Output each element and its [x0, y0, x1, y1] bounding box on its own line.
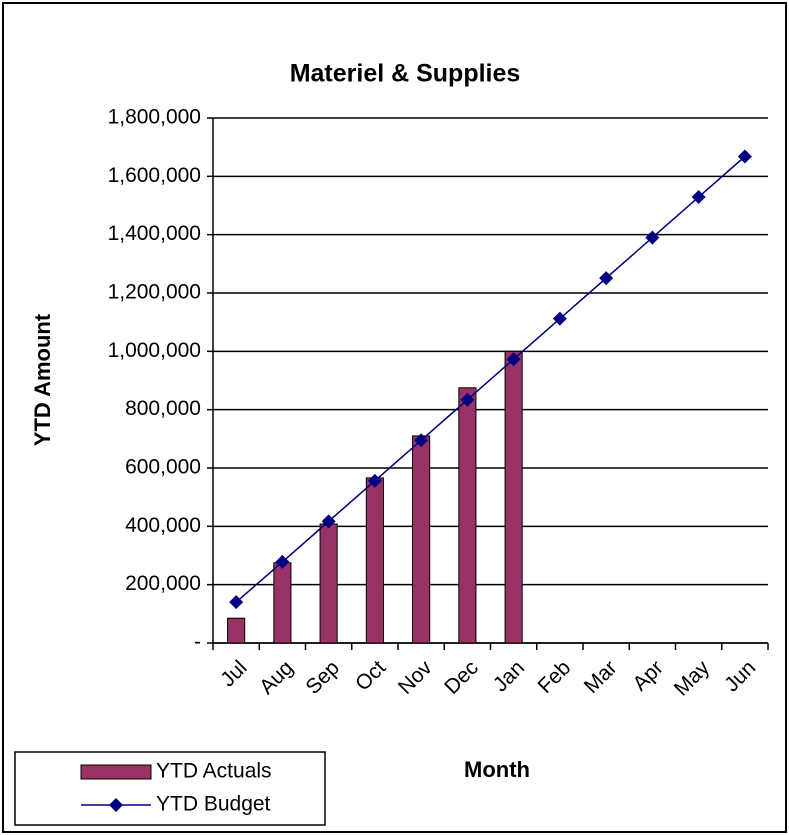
- marker: [321, 514, 336, 529]
- y-tick-label: 1,400,000: [108, 222, 201, 245]
- line: [235, 155, 746, 603]
- legend-marker: [109, 798, 123, 812]
- marker: [460, 392, 475, 407]
- y-tick-label: 600,000: [125, 456, 201, 479]
- marker: [506, 352, 521, 367]
- bar: [458, 387, 477, 644]
- marker: [414, 433, 429, 448]
- bar: [227, 617, 246, 644]
- bar: [365, 477, 384, 644]
- x-axis-title: Month: [464, 757, 530, 782]
- marker: [229, 595, 244, 610]
- y-axis-title: YTD Amount: [30, 313, 55, 446]
- bar: [273, 562, 292, 644]
- chart-title: Materiel & Supplies: [290, 60, 521, 88]
- y-tick-label: -: [194, 631, 201, 654]
- y-tick-label: 1,600,000: [108, 164, 201, 187]
- marker: [645, 230, 660, 245]
- marker: [691, 190, 706, 205]
- marker: [367, 473, 382, 488]
- y-tick-label: 200,000: [125, 572, 201, 595]
- y-tick-label: 800,000: [125, 397, 201, 420]
- legend-swatch: [80, 764, 152, 780]
- marker: [599, 271, 614, 286]
- y-tick-label: 1,800,000: [108, 106, 201, 129]
- y-tick-label: 1,200,000: [108, 281, 201, 304]
- marker: [275, 554, 290, 569]
- y-tick-label: 1,000,000: [108, 339, 201, 362]
- bar: [319, 523, 338, 644]
- bar: [504, 350, 523, 644]
- marker: [552, 311, 567, 326]
- bar: [412, 435, 431, 644]
- legend-label: YTD Actuals: [156, 760, 272, 783]
- legend-label: YTD Budget: [156, 793, 271, 816]
- y-tick-label: 400,000: [125, 514, 201, 537]
- legend-box: [14, 751, 326, 826]
- marker: [737, 149, 752, 164]
